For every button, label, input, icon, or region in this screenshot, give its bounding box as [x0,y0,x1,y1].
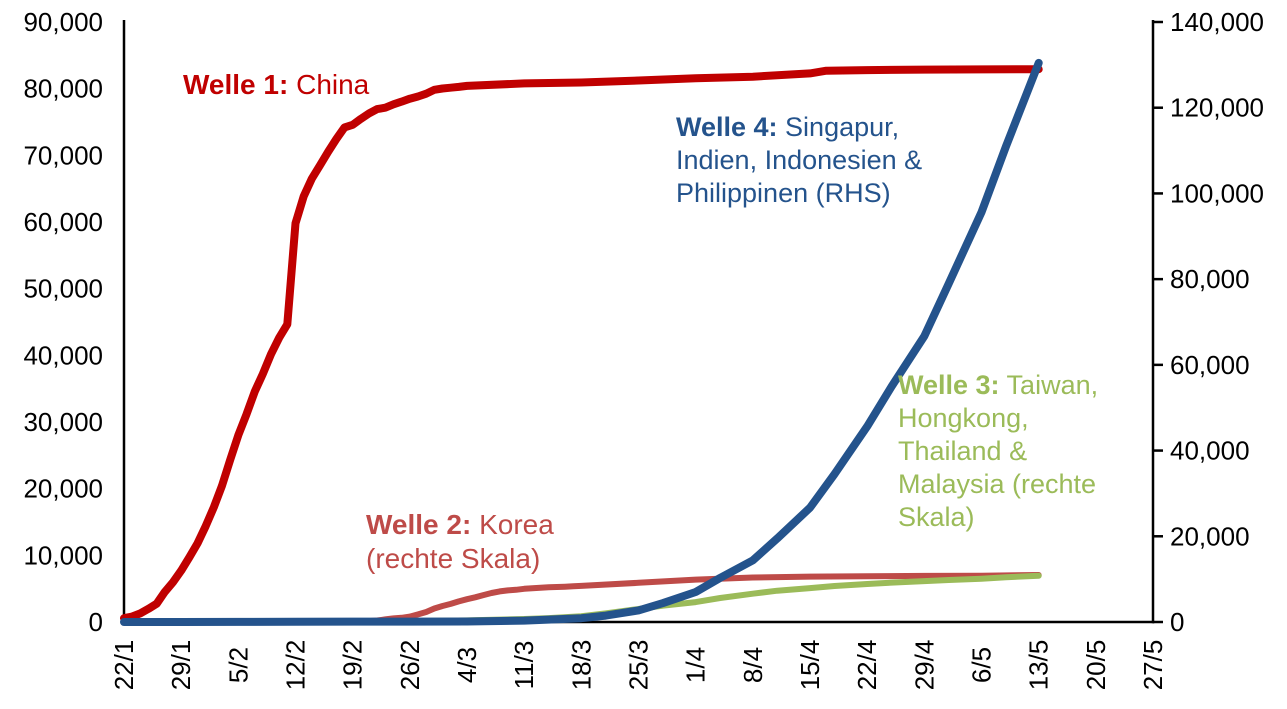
x-tick-label: 29/1 [166,640,196,691]
x-tick-label: 12/2 [281,640,311,691]
x-tick-label: 15/4 [795,640,825,691]
annotation-welle3-taiwan-hongkong-thailand-malaysia: Welle 3: Taiwan, Hongkong, Thailand & Ma… [898,369,1126,534]
x-tick-label: 5/2 [223,647,253,683]
annotation-welle3-bold: Welle 3: [898,370,1000,400]
x-tick-label: 11/3 [509,641,539,690]
y-right-tick-label: 140,000 [1170,7,1264,37]
x-tick-label: 22/4 [852,640,882,691]
y-right-tick-label: 120,000 [1170,93,1264,123]
y-right-tick-label: 20,000 [1170,521,1250,551]
y-right-tick-label: 60,000 [1170,350,1250,380]
y-left-tick-label: 30,000 [23,407,103,437]
x-tick-label: 6/5 [967,647,997,683]
annotation-welle2-korea: Welle 2: Korea (rechte Skala) [366,508,601,576]
y-left-tick-label: 0 [89,607,103,637]
y-left-tick-label: 50,000 [23,274,103,304]
y-left-tick-label: 20,000 [23,474,103,504]
annotation-welle2-bold: Welle 2: [366,509,472,540]
x-tick-label: 19/2 [338,640,368,691]
x-tick-label: 13/5 [1024,640,1054,691]
y-left-tick-label: 60,000 [23,207,103,237]
x-tick-label: 25/3 [624,640,654,691]
series-line-welle4-singapur-indien-indonesien-philippinen [120,58,1043,626]
x-tick-label: 8/4 [738,647,768,683]
x-tick-label: 22/1 [109,640,139,691]
annotation-welle4-text: Singapur, Indien, Indonesien & Philippin… [676,112,923,208]
x-tick-label: 26/2 [395,640,425,691]
annotation-welle1-bold: Welle 1: [183,69,289,100]
y-right-tick-label: 80,000 [1170,264,1250,294]
y-left-tick-label: 90,000 [23,7,103,37]
y-left-tick-label: 10,000 [23,540,103,570]
annotation-welle2-text: Korea (rechte Skala) [366,509,554,575]
y-left-tick-label: 80,000 [23,74,103,104]
annotation-welle3-text: Taiwan, Hongkong, Thailand & Malaysia (r… [898,370,1099,532]
y-right-tick-label: 0 [1170,607,1184,637]
y-left-tick-label: 40,000 [23,340,103,370]
x-tick-label: 27/5 [1138,640,1168,691]
annotation-welle4-bold: Welle 4: [676,112,778,142]
series-line-welle1-china [120,65,1043,623]
y-right-tick-label: 40,000 [1170,436,1250,466]
annotation-welle1-text: China [288,69,370,100]
annotation-welle4-singapur-indien-indonesien-philippinen: Welle 4: Singapur, Indien, Indonesien & … [676,111,948,210]
y-right-tick-label: 100,000 [1170,178,1264,208]
x-tick-label: 20/5 [1081,640,1111,691]
x-tick-label: 1/4 [681,647,711,683]
x-tick-label: 18/3 [566,640,596,691]
y-left-tick-label: 70,000 [23,140,103,170]
annotation-welle1-china: Welle 1: China [183,68,443,102]
x-tick-label: 29/4 [909,640,939,691]
x-tick-label: 4/3 [452,647,482,683]
